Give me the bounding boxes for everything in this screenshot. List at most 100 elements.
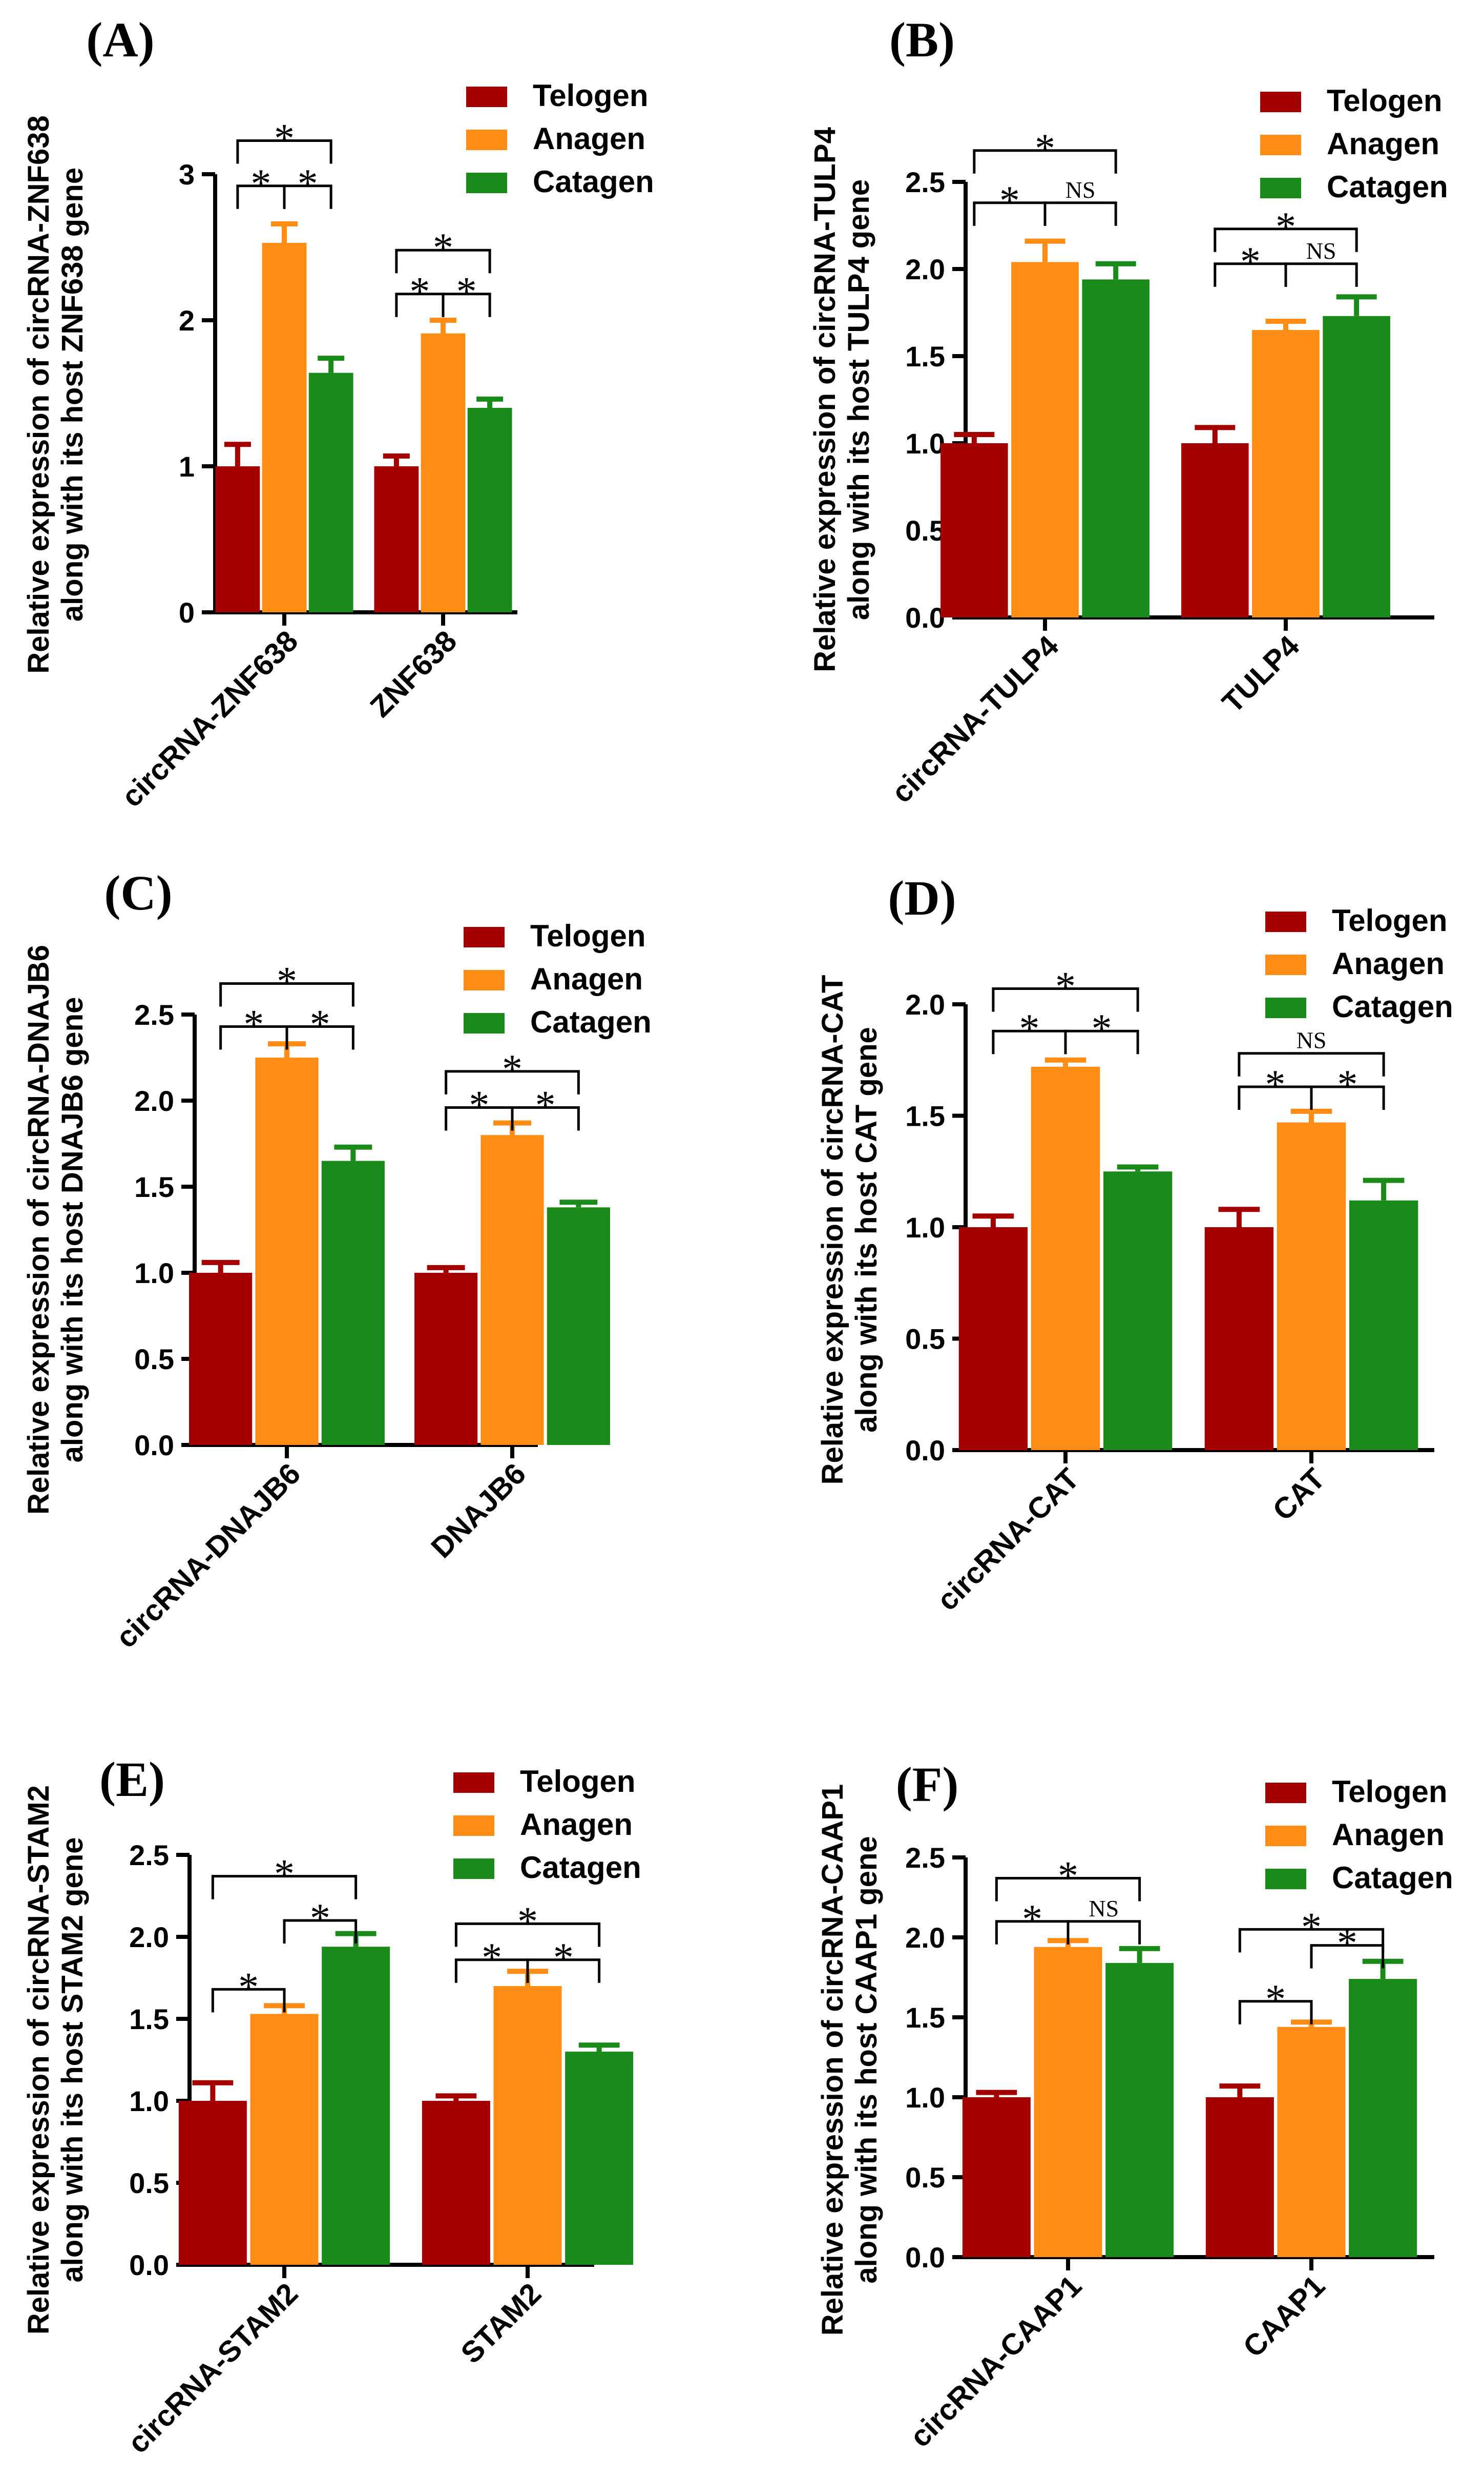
bar-anagen [493, 1986, 562, 2265]
y-tick-label: 1.0 [905, 427, 945, 460]
y-axis-label-line: along with its host DNAJB6 gene [56, 997, 89, 1463]
legend-swatch-anagen [453, 1815, 494, 1836]
y-tick-label: 1.5 [134, 1171, 174, 1203]
legend-swatch-catagen [464, 1013, 505, 1034]
legend-label-anagen: Anagen [1332, 1817, 1445, 1852]
y-axis-label: Relative expression of circRNA-TULP4alon… [808, 127, 875, 672]
y-tick-label: 1.0 [905, 2081, 945, 2114]
significance-label: * [1022, 1897, 1042, 1942]
significance-label: NS [1297, 1027, 1327, 1053]
legend-label-anagen: Anagen [520, 1807, 633, 1842]
bar-telogen [422, 2101, 490, 2265]
significance-bracket [442, 293, 491, 317]
chart-panel-c: (C) 0.0 0.5 1.0 1.5 2.0 2.5 Relative expression… [22, 865, 652, 1655]
bar-anagen [1252, 330, 1320, 617]
significance-label: * [238, 1965, 259, 2010]
x-tick-label: ZNF638 [364, 624, 463, 724]
y-tick-label: 2.0 [905, 253, 945, 285]
bar-anagen [480, 1135, 544, 1445]
legend-swatch-telogen [453, 1772, 494, 1793]
y-axis-label-line: along with its host CAAP1 gene [850, 1836, 883, 2283]
y-tick-label: 1.0 [905, 1211, 945, 1244]
bar-anagen [250, 2014, 319, 2265]
chart-panel-f: (F) 0.0 0.5 1.0 1.5 2.0 2.5 Relative expression… [816, 1757, 1453, 2454]
y-axis-label-line: Relative expression of circRNA-STAM2 [22, 1785, 55, 2334]
significance-label: * [1055, 964, 1076, 1009]
y-tick-label: 3 [179, 158, 195, 191]
bar-catagen [322, 1947, 390, 2265]
bar-telogen [414, 1273, 478, 1445]
legend-label-catagen: Catagen [1327, 170, 1448, 204]
y-axis-label-line: along with its host CAT gene [850, 1027, 883, 1433]
legend-label-anagen: Anagen [530, 962, 643, 996]
significance-label: NS [1089, 1895, 1119, 1921]
bar-catagen [1349, 1979, 1417, 2257]
y-axis-label: Relative expression of circRNA-STAM2alon… [22, 1785, 89, 2334]
y-axis-label-line: Relative expression of circRNA-CAT [816, 975, 849, 1485]
legend-label-anagen: Anagen [533, 121, 645, 156]
significance-bracket [973, 149, 1117, 174]
significance-label: NS [1065, 177, 1096, 203]
chart-panel-b: (B) 0.0 0.5 1.0 1.5 2.0 2.5 Relative expression… [808, 12, 1448, 810]
significance-bracket [283, 184, 332, 209]
significance-label: * [433, 225, 453, 271]
y-tick-label: 2.5 [129, 1839, 169, 1871]
legend-label-anagen: Anagen [1327, 127, 1439, 161]
significance-label: * [1276, 204, 1296, 250]
y-tick-label: 2.0 [905, 988, 945, 1021]
bar-anagen [1277, 2027, 1346, 2257]
y-axis-label-line: Relative expression of circRNA-ZNF638 [22, 115, 55, 673]
chart-panel-a: (A) 0 1 2 3 Relative expression of circRNA-ZN… [22, 12, 654, 814]
significance-label: NS [1306, 238, 1336, 264]
bar-telogen [1204, 1227, 1274, 1450]
x-tick-label: STAM2 [454, 2277, 548, 2370]
significance-bracket [283, 1919, 358, 1944]
y-axis-label-line: along with its host STAM2 gene [56, 1837, 89, 2283]
y-tick-label: 0.0 [905, 602, 945, 634]
bar-telogen [958, 1227, 1028, 1450]
significance-label: * [1058, 1854, 1078, 1899]
significance-label: * [310, 1896, 330, 1941]
y-tick-label: 2.5 [905, 1842, 945, 1874]
bar-anagen [1277, 1122, 1346, 1450]
chart-panel-d: (D) 0.0 0.5 1.0 1.5 2.0 Relative expression of… [816, 871, 1453, 1617]
bar-catagen [1103, 1171, 1173, 1450]
significance-label: * [277, 959, 297, 1004]
bar-telogen [374, 466, 419, 612]
bar-anagen [1034, 1947, 1102, 2257]
significance-bracket [526, 1958, 601, 1983]
y-tick-label: 2.5 [134, 999, 174, 1031]
panel-label: (D) [888, 871, 956, 925]
y-tick-label: 2.0 [134, 1085, 174, 1117]
significance-bracket [1310, 1085, 1385, 1110]
x-tick-label: circRNA-CAT [930, 1462, 1085, 1617]
significance-label: * [298, 161, 318, 206]
y-tick-label: 2.5 [905, 166, 945, 198]
x-tick-label: circRNA-STAM2 [121, 2277, 304, 2460]
legend-label-anagen: Anagen [1332, 946, 1445, 981]
significance-bracket [211, 1988, 286, 2013]
significance-label: * [1337, 1062, 1358, 1107]
y-axis-label-line: Relative expression of circRNA-TULP4 [808, 127, 842, 672]
bar-telogen [189, 1273, 253, 1445]
bar-telogen [1181, 443, 1249, 617]
legend-swatch-telogen [1265, 1783, 1306, 1803]
legend-swatch-anagen [466, 130, 507, 150]
significance-label: * [1240, 239, 1261, 284]
legend-swatch-telogen [464, 927, 505, 947]
legend-label-telogen: Telogen [1332, 903, 1448, 938]
x-tick-label: circRNA-CAAP1 [904, 2269, 1088, 2453]
significance-bracket [445, 1070, 580, 1094]
significance-bracket [1214, 228, 1358, 252]
y-tick-label: 0.5 [129, 2167, 169, 2199]
bar-catagen [308, 373, 353, 612]
significance-label: * [1337, 1921, 1357, 1966]
y-tick-label: 0.5 [905, 2161, 945, 2194]
y-tick-label: 1.5 [905, 340, 945, 373]
x-tick-label: circRNA-DNAJB6 [110, 1457, 307, 1655]
bar-telogen [178, 2101, 247, 2265]
bar-catagen [565, 2052, 634, 2265]
x-tick-label: circRNA-TULP4 [885, 629, 1065, 809]
y-tick-label: 0.5 [905, 514, 945, 547]
bar-anagen [1031, 1066, 1100, 1450]
